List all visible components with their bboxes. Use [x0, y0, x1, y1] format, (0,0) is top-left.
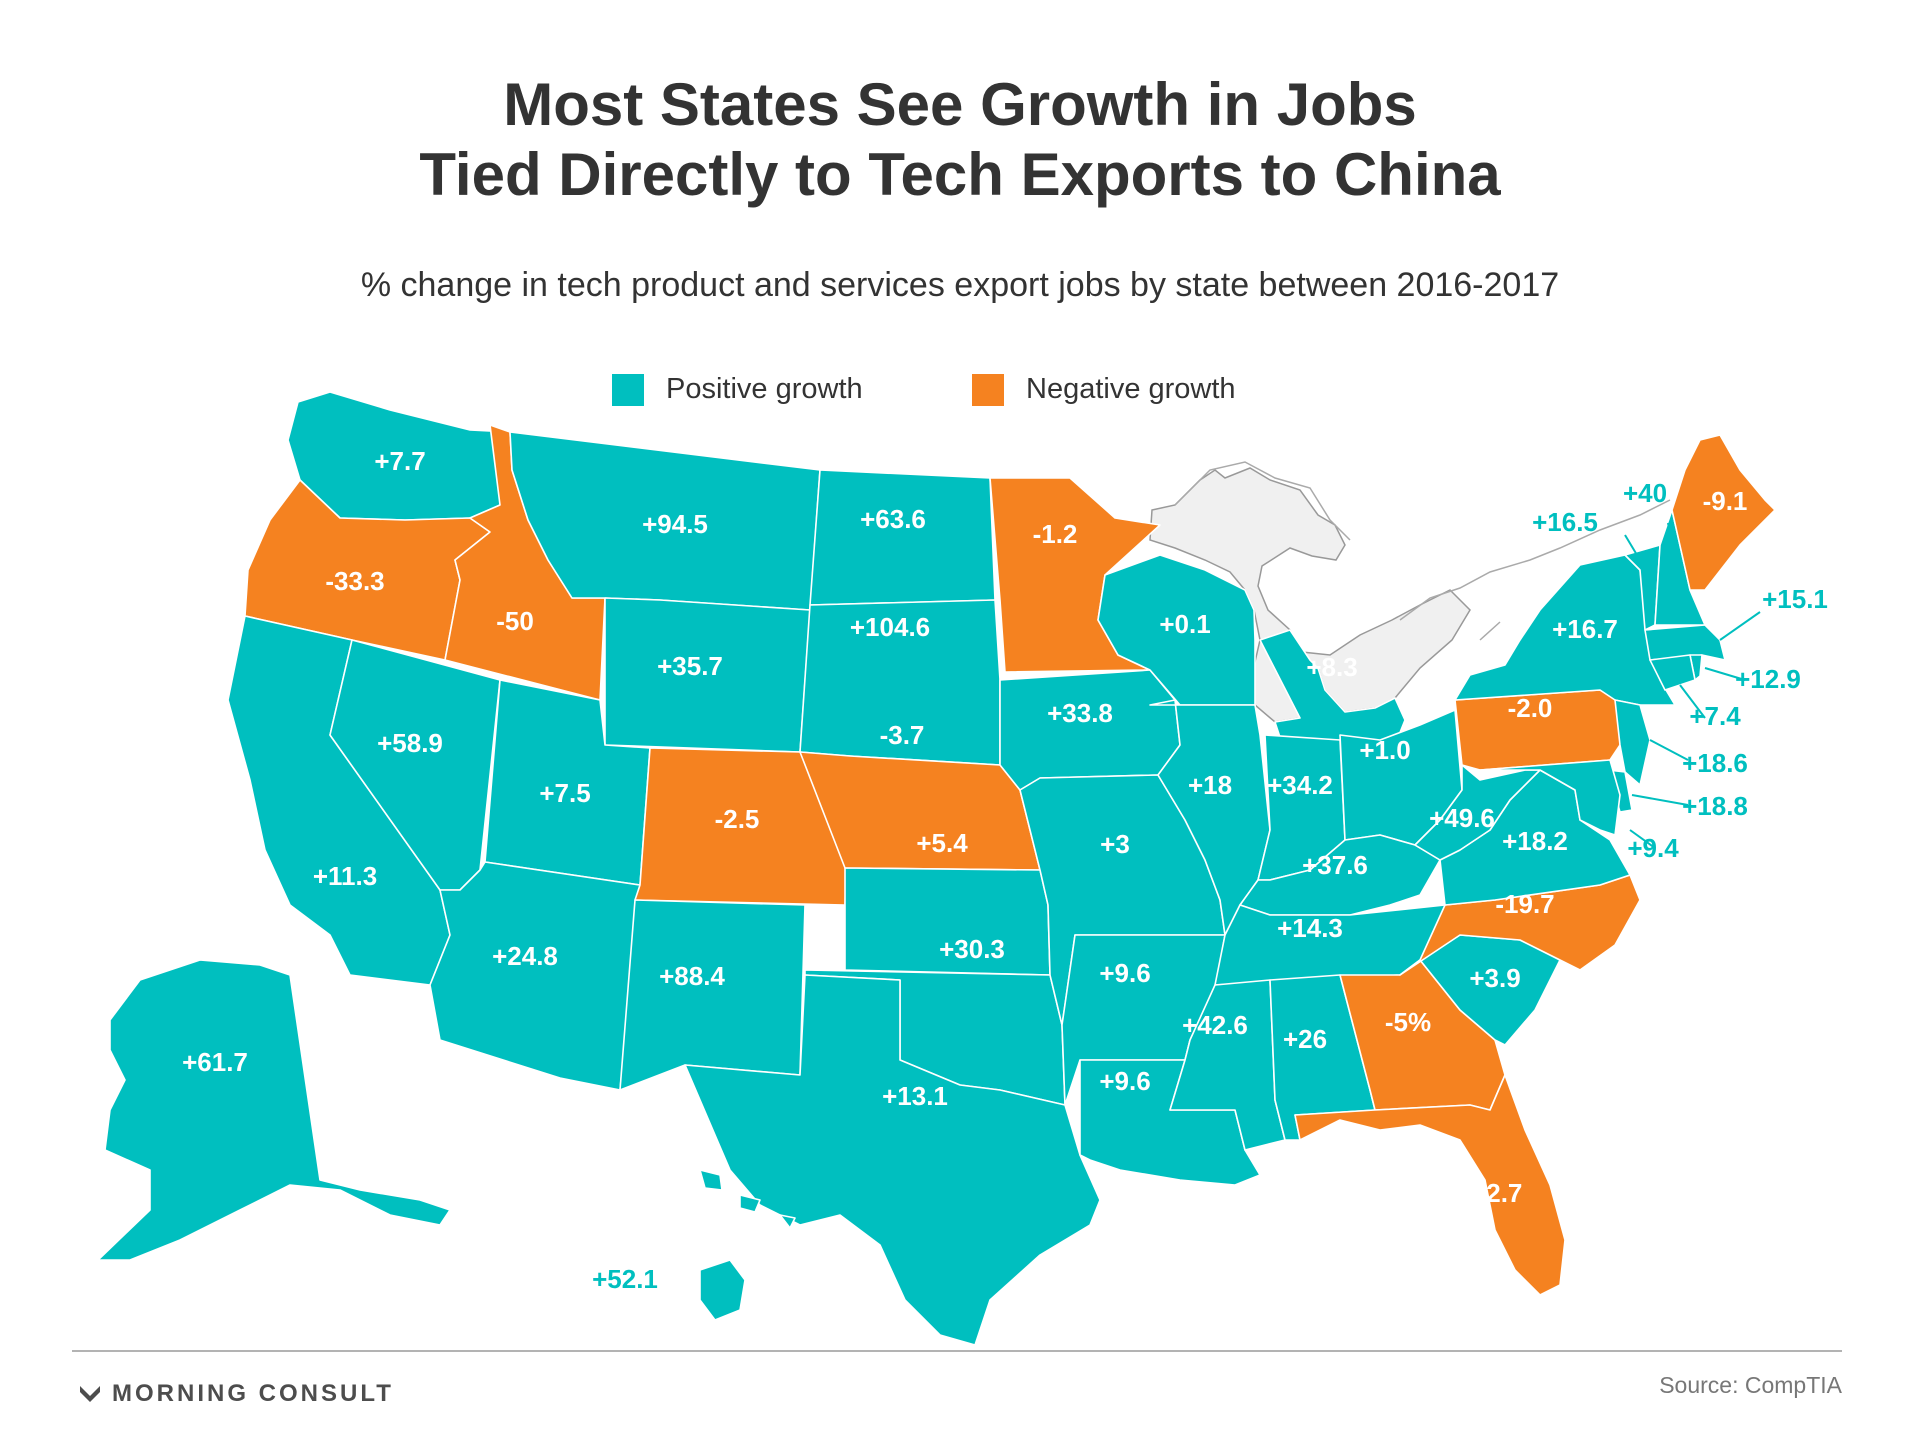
label-nc: -19.7 [1495, 889, 1554, 919]
leader-line-nh [1667, 522, 1673, 546]
label-tn: +14.3 [1277, 913, 1343, 943]
label-nm: +88.4 [659, 961, 725, 991]
state-me [1671, 434, 1776, 591]
leader-line-nj [1649, 739, 1689, 761]
state-wy [604, 597, 811, 753]
label-or: -33.3 [325, 566, 384, 596]
state-az [429, 861, 641, 1091]
label-la: +9.6 [1099, 1066, 1150, 1096]
label-mn: -1.2 [1033, 519, 1078, 549]
legend: Positive growth Negative growth [0, 372, 1920, 412]
label-fl: -2.7 [1478, 1178, 1523, 1208]
label-ma: +15.1 [1762, 584, 1828, 614]
leader-line-ma [1719, 611, 1761, 641]
negative-swatch [972, 374, 1004, 406]
label-pa: -2.0 [1508, 693, 1553, 723]
brand-name: MORNING CONSULT [112, 1380, 394, 1407]
leader-line-ri [1704, 667, 1746, 681]
label-ne: -3.7 [880, 720, 925, 750]
label-va: +18.2 [1502, 826, 1568, 856]
state-nm [619, 899, 806, 1091]
label-az: +24.8 [492, 941, 558, 971]
label-de: +18.8 [1682, 791, 1748, 821]
legend-label-positive: Positive growth [666, 373, 863, 405]
label-oh: +1.0 [1359, 735, 1410, 765]
label-mo: +3 [1100, 829, 1130, 859]
source-note: Source: CompTIA [1659, 1372, 1842, 1398]
label-md: +9.4 [1627, 833, 1679, 863]
label-nh: +40 [1623, 478, 1667, 508]
label-wi: +0.1 [1159, 609, 1210, 639]
title-line-2: Tied Directly to Tech Exports to China [419, 141, 1501, 208]
state-hi [699, 1169, 796, 1321]
state-ct [1649, 654, 1696, 691]
state-ak [97, 959, 451, 1261]
footer-divider [72, 1350, 1842, 1352]
state-nj [1614, 699, 1651, 786]
label-nd: +63.6 [860, 504, 926, 534]
label-ca: +11.3 [313, 861, 377, 891]
label-me: -9.1 [1703, 486, 1748, 516]
leader-line-md [1629, 829, 1656, 849]
chart-subtitle: % change in tech product and services ex… [360, 266, 1560, 304]
state-ia [999, 669, 1181, 791]
label-ms: +42.6 [1182, 1010, 1248, 1040]
great-lakes-region [1149, 467, 1471, 723]
title-line-1: Most States See Growth in Jobs [503, 71, 1417, 138]
label-nv: +58.9 [377, 728, 443, 758]
state-tx [684, 974, 1101, 1346]
label-tx: +13.1 [882, 1081, 948, 1111]
morning-consult-logo-icon [80, 1386, 100, 1402]
label-hi: +52.1 [592, 1264, 658, 1294]
label-ia: +33.8 [1047, 698, 1113, 728]
state-ma [1644, 624, 1726, 661]
label-wa: +7.7 [374, 446, 425, 476]
label-nj: +18.6 [1682, 748, 1748, 778]
label-wv: +49.6 [1429, 803, 1495, 833]
label-co: -2.5 [715, 804, 760, 834]
label-mt: +94.5 [642, 509, 708, 539]
leader-line-vt [1624, 534, 1641, 561]
canada-border [1174, 461, 1671, 641]
label-ar: +9.6 [1099, 958, 1150, 988]
positive-swatch [612, 374, 644, 406]
state-wi [1097, 554, 1256, 706]
state-md [1479, 759, 1621, 836]
state-fl [1294, 1074, 1566, 1296]
label-in: +34.2 [1267, 770, 1333, 800]
label-wy: +35.7 [657, 651, 723, 681]
chart-title: Most States See Growth in Jobs Tied Dire… [0, 70, 1920, 210]
label-ny: +16.7 [1552, 614, 1618, 644]
label-ga: -5% [1385, 1007, 1431, 1037]
state-il [1149, 699, 1271, 936]
label-mi: +8.3 [1306, 652, 1357, 682]
label-ok: +30.3 [939, 934, 1005, 964]
label-ak: +61.7 [182, 1047, 248, 1077]
label-al: +26 [1283, 1024, 1327, 1054]
label-ks: +5.4 [916, 828, 968, 858]
label-sd: +104.6 [850, 612, 930, 642]
label-ut: +7.5 [539, 778, 590, 808]
label-sc: +3.9 [1469, 963, 1520, 993]
label-vt: +16.5 [1532, 507, 1598, 537]
label-ky: +37.6 [1302, 850, 1368, 880]
state-nh [1654, 509, 1706, 626]
label-il: +18 [1188, 770, 1232, 800]
state-nd [809, 469, 996, 606]
label-ct: +7.4 [1689, 701, 1741, 731]
label-ri: +12.9 [1735, 664, 1801, 694]
leader-line-de [1631, 794, 1689, 806]
label-id: -50 [496, 606, 534, 636]
leader-line-ct [1679, 684, 1706, 719]
legend-label-negative: Negative growth [1026, 373, 1236, 405]
state-vt [1624, 544, 1661, 631]
